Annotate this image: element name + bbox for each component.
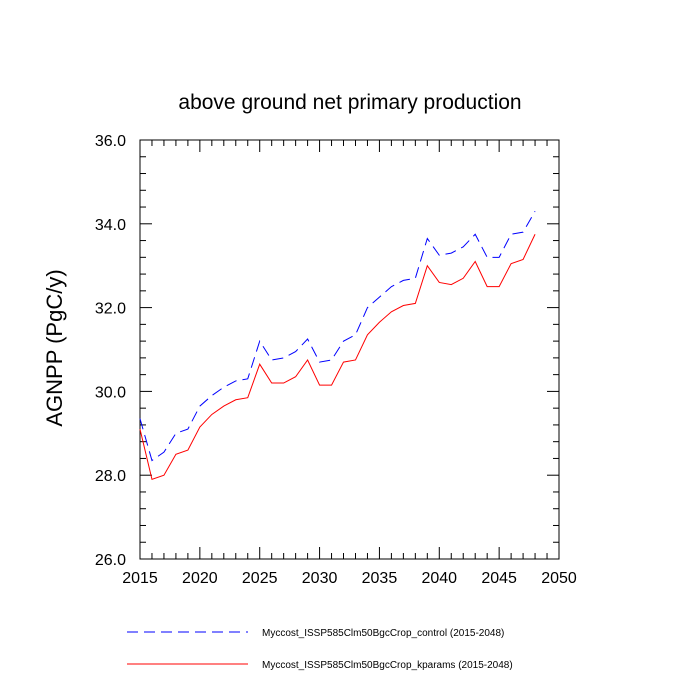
series-line-kparams (139, 234, 536, 481)
x-tick-label: 2040 (421, 570, 457, 587)
legend-label-control: Myccost_ISSP585Clm50BgcCrop_control (201… (262, 628, 504, 639)
y-tick-label: 32.0 (95, 301, 126, 318)
x-tick-label: 2050 (541, 570, 577, 587)
x-tick-label: 2025 (242, 570, 278, 587)
y-tick-label: 30.0 (95, 384, 126, 401)
y-tick-label: 28.0 (95, 468, 126, 485)
y-tick-label: 36.0 (95, 133, 126, 150)
plot-area-frame (139, 139, 560, 560)
legend: Myccost_ISSP585Clm50BgcCrop_control (201… (127, 628, 513, 671)
axis-ticks (139, 139, 560, 560)
x-tick-label: 2030 (302, 570, 338, 587)
x-tick-label: 2035 (362, 570, 398, 587)
y-tick-label: 26.0 (95, 552, 126, 569)
y-axis-label: AGNPP (PgC/y) (42, 269, 67, 426)
x-tick-label: 2020 (182, 570, 218, 587)
x-tick-label: 2015 (122, 570, 158, 587)
chart-title: above ground net primary production (178, 91, 521, 114)
series-lines (139, 210, 536, 481)
axis-tick-labels: 2015 2020 2025 2030 2035 2040 2045 2050 26.0 28.0… (95, 133, 577, 587)
legend-label-kparams: Myccost_ISSP585Clm50BgcCrop_kparams (201… (262, 660, 513, 671)
x-tick-label: 2045 (481, 570, 517, 587)
series-line-control (139, 210, 536, 462)
y-tick-label: 34.0 (95, 217, 126, 234)
